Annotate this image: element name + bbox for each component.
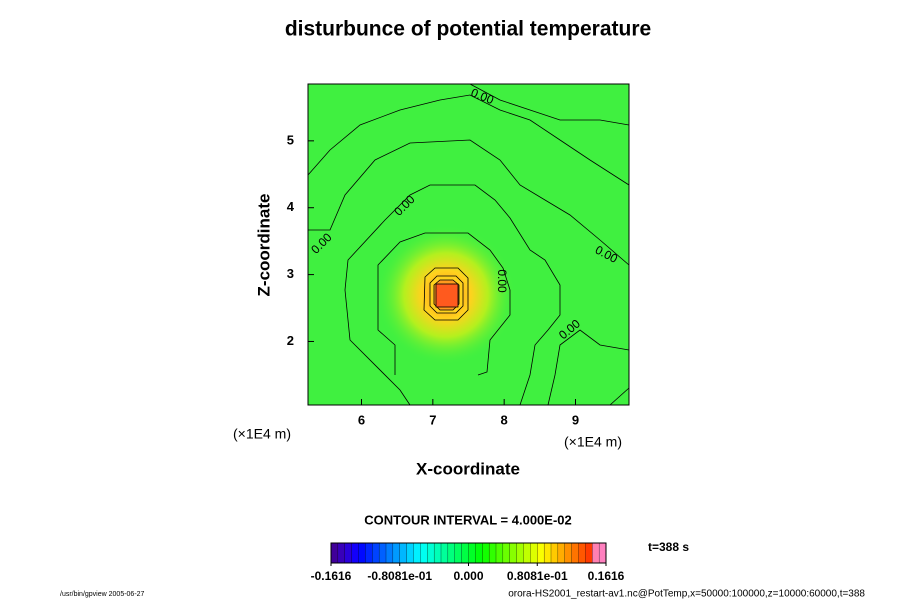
- y-axis-label: Z-coordinate: [254, 194, 273, 297]
- colorbar-cell: [447, 542, 456, 564]
- colorbar-cell: [365, 542, 373, 564]
- colorbar-cell: [516, 542, 524, 564]
- colorbar-tick-label: 0.8081e-01: [507, 569, 568, 583]
- colorbar-cell: [585, 542, 593, 564]
- colorbar-cell: [482, 542, 490, 564]
- colorbar-cell: [433, 542, 442, 564]
- contour-label: 0.00: [495, 269, 509, 293]
- colorbar-cell: [592, 542, 600, 564]
- plot-frame: [307, 83, 630, 406]
- colorbar-cell: [420, 542, 428, 564]
- colorbar-cell: [543, 542, 552, 564]
- colorbar-cell: [358, 542, 366, 564]
- colorbar-cell: [502, 542, 511, 564]
- colorbar-cell: [523, 542, 531, 564]
- y-tick-label: 3: [287, 266, 294, 281]
- colorbar-cell: [598, 542, 607, 564]
- colorbar-cell: [330, 542, 339, 564]
- contour-core: [435, 283, 459, 308]
- colorbar-cell: [344, 542, 353, 564]
- x-unit-left: (×1E4 m): [233, 426, 291, 442]
- colorbar-cell: [372, 542, 380, 564]
- contour-interval: CONTOUR INTERVAL = 4.000E-02: [364, 512, 571, 527]
- contour-line: [609, 387, 630, 406]
- y-tick-label: 5: [287, 132, 294, 147]
- colorbar-cell: [351, 542, 359, 564]
- contour-line: [377, 232, 511, 376]
- colorbar-cell: [406, 542, 414, 564]
- colorbar-cell: [578, 542, 586, 564]
- footer-right: orora-HS2001_restart-av1.nc@PotTemp,x=50…: [508, 589, 865, 600]
- contour-line: [308, 139, 630, 266]
- colorbar-cell: [413, 542, 421, 564]
- colorbar-tick-label: 0.000: [453, 569, 483, 583]
- colorbar-tick-label: 0.1616: [588, 569, 625, 583]
- colorbar-cell: [440, 542, 449, 564]
- colorbar-cell: [495, 542, 504, 564]
- colorbar-cell: [509, 542, 518, 564]
- colorbar-cell: [488, 542, 497, 564]
- colorbar-cell: [454, 542, 463, 564]
- time-label: t=388 s: [648, 540, 689, 554]
- colorbar-cell: [571, 542, 579, 564]
- colorbar-cell: [399, 542, 408, 564]
- x-unit-right: (×1E4 m): [564, 434, 622, 450]
- colorbar-cell: [468, 542, 476, 564]
- contour-line: [469, 83, 630, 126]
- colorbar-tick-label: -0.8081e-01: [367, 569, 432, 583]
- colorbar-cell: [392, 542, 401, 564]
- colorbar-cell: [337, 542, 346, 564]
- contour-line: [423, 267, 469, 321]
- colorbar-tick-label: -0.1616: [311, 569, 352, 583]
- colorbar-cell: [557, 542, 566, 564]
- colorbar-cell: [550, 542, 559, 564]
- x-tick-label: 6: [358, 412, 365, 427]
- y-tick-label: 4: [287, 199, 295, 214]
- colorbar-cell: [461, 542, 469, 564]
- plot-field: [307, 83, 630, 406]
- colorbar-cell: [378, 542, 387, 564]
- colorbar-cell: [564, 542, 573, 564]
- colorbar-cell: [530, 542, 538, 564]
- footer-left: /usr/bin/gpview 2005-06-27: [60, 591, 145, 598]
- x-tick-label: 9: [572, 412, 579, 427]
- contour-line: [547, 329, 630, 406]
- colorbar-cell: [475, 542, 483, 564]
- contour-line: [307, 94, 630, 186]
- x-axis-label: X-coordinate: [416, 459, 520, 478]
- x-tick-label: 7: [429, 412, 436, 427]
- contour-line: [344, 184, 561, 406]
- colorbar-cell: [385, 542, 394, 564]
- x-tick-label: 8: [501, 412, 508, 427]
- colorbar-cell: [537, 542, 545, 564]
- colorbar-cell: [427, 542, 435, 564]
- chart-title: disturbunce of potential temperature: [285, 18, 651, 41]
- y-tick-label: 2: [287, 333, 294, 348]
